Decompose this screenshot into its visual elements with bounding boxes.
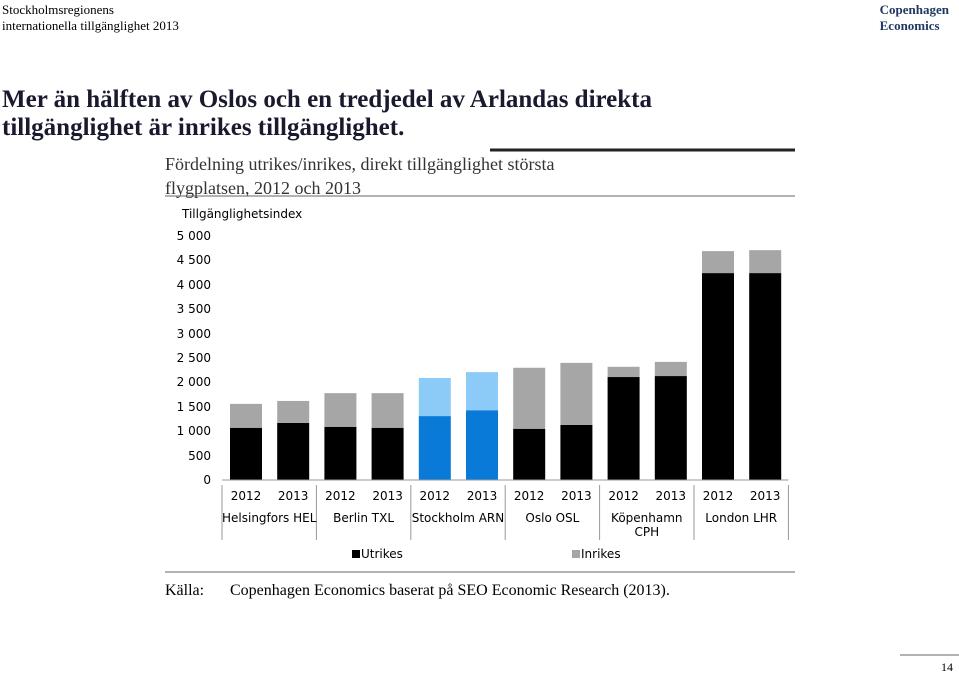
bar-segment (607, 366, 640, 378)
y-tick-label: 500 (188, 448, 211, 463)
x-tick-label: 2012 (513, 489, 545, 503)
bar-segment (702, 251, 734, 274)
group-label: Oslo OSL (525, 511, 580, 525)
y-tick-label: 3 000 (176, 326, 211, 341)
x-tick-label: 2013 (561, 489, 592, 503)
bar-segment (418, 416, 451, 480)
y-axis-label: Tillgänglighetsindex (182, 207, 303, 221)
title-line: flygplatsen, 2012 och 2013 (165, 178, 361, 198)
source-text: Copenhagen Economics baserat på SEO Econ… (230, 582, 670, 599)
bar-segment (418, 378, 451, 417)
headline-line: Mer än hälften av Oslos och en tredjedel… (2, 86, 652, 113)
title-line: Fördelning utrikes/inrikes, direkt tillg… (165, 154, 555, 174)
bar-segment (513, 428, 546, 480)
bar-segment (277, 422, 310, 480)
bar-segment (749, 273, 782, 480)
bar-segment (324, 393, 357, 427)
header-right: Copenhagen Economics (880, 2, 949, 34)
bar-segment (702, 273, 734, 480)
x-tick-label: 2012 (608, 489, 639, 503)
bar-segment (371, 427, 404, 480)
x-tick-label: 2013 (655, 489, 687, 503)
bar-segment (560, 424, 593, 480)
group-label: London LHR (705, 511, 778, 525)
y-tick-label: 5 000 (176, 229, 211, 243)
x-tick-label: 2012 (325, 489, 356, 503)
legend-swatch (352, 550, 360, 558)
bar-segment (607, 377, 640, 480)
source-label: Källa: (165, 582, 205, 599)
y-tick-label: 2 500 (176, 351, 211, 365)
legend-swatch (572, 550, 580, 558)
x-tick-label: 2013 (277, 489, 309, 503)
bar-segment (466, 410, 498, 480)
y-tick-label: 1 500 (176, 399, 211, 414)
bar-segment (654, 361, 687, 377)
bar-segment (230, 427, 262, 480)
bar-segment (466, 372, 498, 411)
headline: Mer än hälften av Oslos och en tredjedel… (2, 86, 652, 142)
y-tick-label: 1 000 (176, 424, 211, 439)
page-number: 14 (941, 660, 953, 674)
x-tick-label: 2013 (749, 489, 781, 503)
bar-segment (230, 403, 262, 428)
x-tick-label: 2013 (466, 489, 498, 503)
legend-label: Inrikes (581, 547, 621, 561)
y-tick-label: 0 (203, 473, 211, 487)
group-label: Stockholm ARN (411, 511, 505, 525)
header-line: Stockholmsregionens (2, 2, 114, 17)
x-tick-label: 2012 (230, 489, 262, 503)
chart-title: Fördelning utrikes/inrikes, direkt tillg… (165, 152, 554, 200)
bar-segment (371, 393, 404, 428)
x-tick-label: 2013 (372, 489, 403, 503)
legend-label: Utrikes (361, 547, 403, 561)
x-tick-label: 2012 (702, 489, 734, 503)
bar-segment (324, 426, 357, 480)
bar-segment (513, 367, 546, 429)
bar-segment (654, 376, 687, 480)
brand-line: Economics (879, 18, 940, 33)
bar-segment (749, 250, 782, 274)
header-line: internationella tillgänglighet 2013 (2, 18, 179, 33)
group-label: Köpenhamn CPH (611, 511, 683, 539)
headline-line: tillgänglighet är inrikes tillgänglighet… (2, 114, 405, 141)
y-tick-label: 4 500 (176, 253, 211, 268)
bar-segment (277, 400, 310, 423)
header-left: Stockholmsregionens internationella till… (2, 2, 179, 34)
group-label: Berlin TXL (333, 511, 395, 525)
brand-line: Copenhagen (879, 2, 949, 17)
y-tick-label: 2 000 (176, 375, 211, 390)
group-label: Helsingfors HEL (222, 511, 317, 525)
y-tick-label: 3 500 (176, 302, 211, 317)
x-tick-label: 2012 (419, 489, 451, 503)
bar-segment (560, 362, 593, 425)
y-tick-label: 4 000 (176, 277, 211, 292)
